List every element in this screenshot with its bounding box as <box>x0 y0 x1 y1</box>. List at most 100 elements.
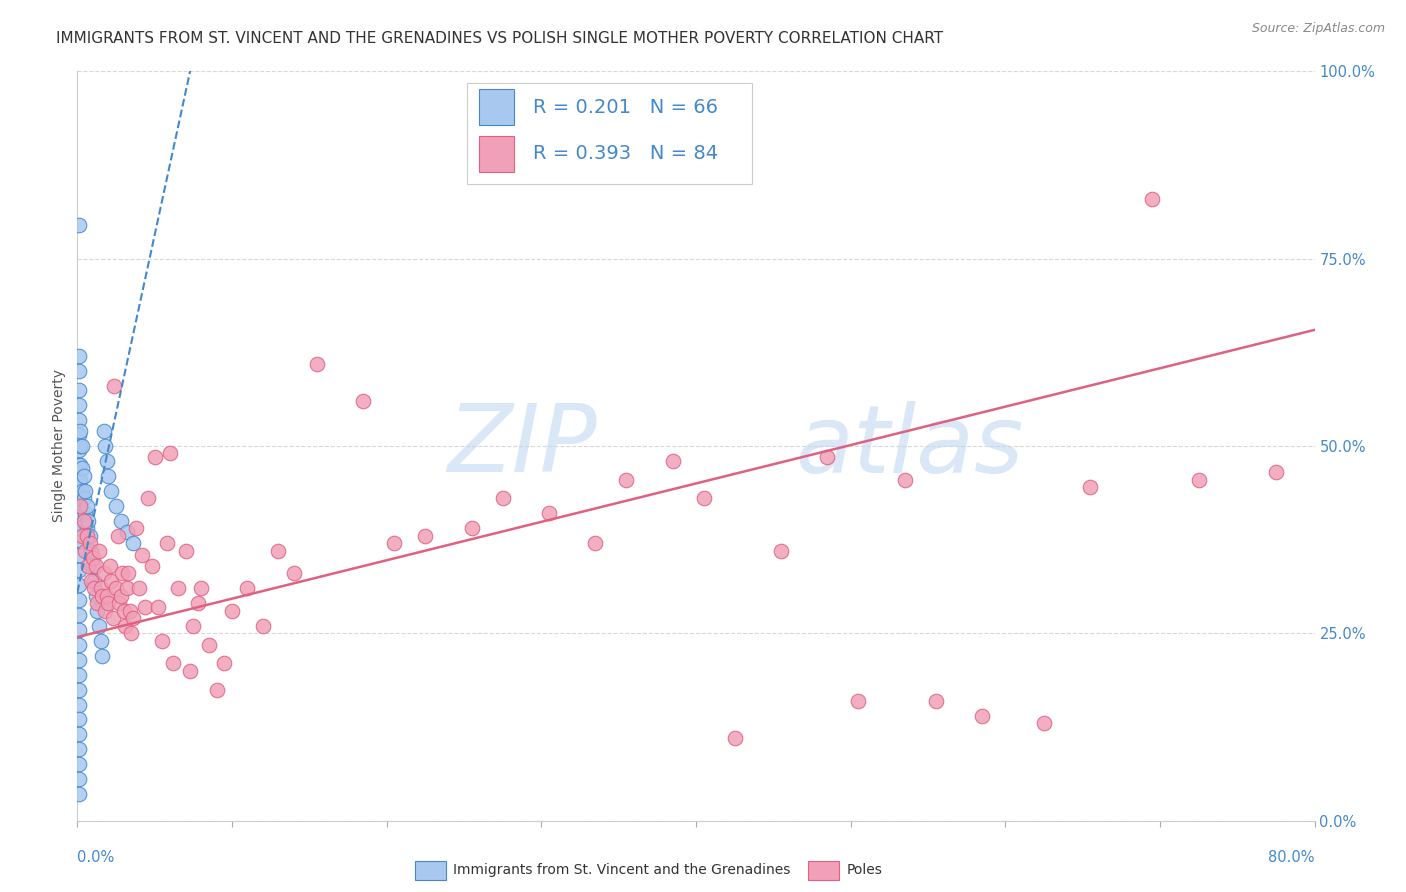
Point <box>1188 473 1211 487</box>
Point <box>817 450 839 465</box>
Point <box>67 349 90 363</box>
Text: Source: ZipAtlas.com: Source: ZipAtlas.com <box>1251 22 1385 36</box>
Point <box>79 529 101 543</box>
Point <box>67 757 90 772</box>
Point <box>174 544 197 558</box>
Point <box>67 788 90 802</box>
Point <box>117 566 139 581</box>
Point <box>1080 480 1102 494</box>
Point <box>67 383 90 397</box>
Point <box>162 657 184 671</box>
Text: R = 0.393   N = 84: R = 0.393 N = 84 <box>533 145 718 163</box>
Point <box>67 473 90 487</box>
Point <box>93 566 115 581</box>
Point <box>77 514 100 528</box>
Point <box>70 439 93 453</box>
Point <box>111 566 134 581</box>
Point <box>108 596 131 610</box>
Point <box>70 529 93 543</box>
Text: IMMIGRANTS FROM ST. VINCENT AND THE GRENADINES VS POLISH SINGLE MOTHER POVERTY C: IMMIGRANTS FROM ST. VINCENT AND THE GREN… <box>56 31 943 46</box>
Point <box>97 469 120 483</box>
Point <box>103 379 125 393</box>
Point <box>152 633 174 648</box>
Point <box>82 558 104 573</box>
Point <box>67 652 90 666</box>
Point <box>131 548 153 562</box>
Point <box>69 491 91 506</box>
Text: Immigrants from St. Vincent and the Grenadines: Immigrants from St. Vincent and the Gren… <box>453 863 790 877</box>
Point <box>69 424 91 438</box>
Point <box>79 536 101 550</box>
Point <box>67 577 90 591</box>
Point <box>67 413 90 427</box>
Point <box>115 525 138 540</box>
Point <box>69 499 91 513</box>
Point <box>67 607 90 622</box>
Point <box>283 566 305 581</box>
Point <box>183 619 205 633</box>
Point <box>662 454 685 468</box>
Point <box>538 507 561 521</box>
Point <box>894 473 917 487</box>
Point <box>352 394 374 409</box>
Point <box>84 558 107 573</box>
Point <box>461 521 484 535</box>
Point <box>112 604 135 618</box>
Text: 80.0%: 80.0% <box>1268 850 1315 865</box>
Point <box>67 727 90 741</box>
Point <box>98 558 121 573</box>
Text: R = 0.201   N = 66: R = 0.201 N = 66 <box>533 98 717 117</box>
Point <box>585 536 607 550</box>
Point <box>141 558 163 573</box>
Point <box>67 548 90 562</box>
Point <box>82 551 104 566</box>
Point <box>96 454 118 468</box>
Point <box>972 708 994 723</box>
Point <box>94 439 117 453</box>
Point <box>115 582 138 596</box>
Point <box>69 439 91 453</box>
Point <box>83 574 105 588</box>
Point <box>221 604 243 618</box>
Point <box>69 473 91 487</box>
Point <box>91 648 114 663</box>
Point <box>214 657 236 671</box>
Point <box>87 544 110 558</box>
Point <box>97 596 120 610</box>
Point <box>146 600 169 615</box>
Point <box>307 357 329 371</box>
Bar <box>479 89 515 125</box>
Point <box>205 682 228 697</box>
Bar <box>479 136 515 172</box>
Point <box>75 483 96 498</box>
Point <box>67 398 90 412</box>
Point <box>84 589 107 603</box>
Point <box>67 713 90 727</box>
Point <box>616 473 638 487</box>
Point <box>80 574 103 588</box>
Text: ZIP: ZIP <box>447 401 598 491</box>
Point <box>90 582 111 596</box>
Point <box>159 446 181 460</box>
Point <box>107 529 129 543</box>
Point <box>187 596 209 610</box>
Point <box>75 507 96 521</box>
Point <box>110 589 132 603</box>
Point <box>724 731 747 746</box>
Point <box>925 694 948 708</box>
Point <box>1265 465 1288 479</box>
Point <box>67 218 90 232</box>
Point <box>100 574 122 588</box>
Point <box>69 458 91 472</box>
Point <box>76 529 98 543</box>
Point <box>67 698 90 712</box>
Point <box>693 491 716 506</box>
Point <box>93 424 115 438</box>
Point <box>143 450 166 465</box>
Point <box>848 694 870 708</box>
Point <box>94 604 117 618</box>
Text: Poles: Poles <box>846 863 883 877</box>
Point <box>70 461 93 475</box>
Point <box>67 517 90 532</box>
Point <box>67 458 90 472</box>
